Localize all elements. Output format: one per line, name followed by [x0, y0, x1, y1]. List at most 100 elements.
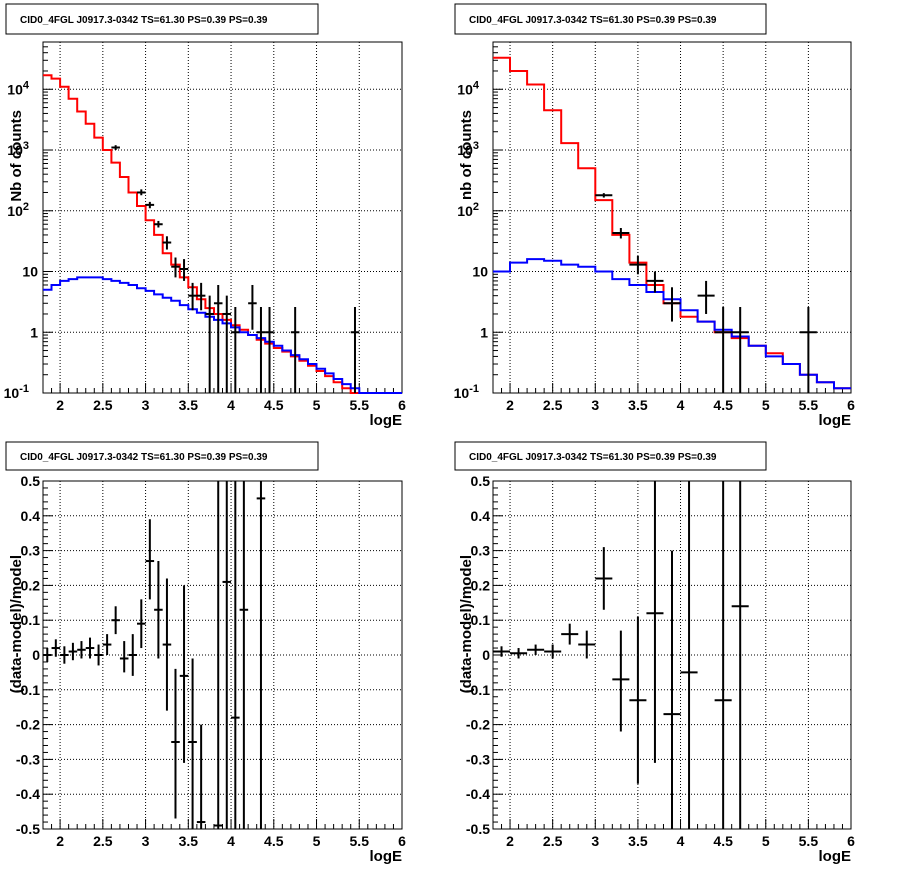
y-axis-title: nb of counts: [458, 110, 475, 200]
chart-title: CID0_4FGL J0917.3-0342 TS=61.30 PS=0.39 …: [20, 15, 268, 26]
y-axis-title: (data-model)/model: [8, 555, 25, 693]
data-point: [102, 634, 112, 655]
title-box: [454, 3, 767, 35]
y-axis-title: (data-model)/model: [458, 555, 475, 693]
y-tick-label: -0.3: [466, 751, 490, 767]
y-tick-label: 0.3: [21, 543, 41, 559]
y-tick-label: 103: [7, 140, 29, 158]
data-point: [162, 236, 172, 250]
x-tick-label: 6: [398, 397, 406, 413]
data-point: [77, 641, 86, 659]
data-point: [510, 648, 528, 659]
x-tick-label: 4: [227, 397, 235, 413]
x-tick-label: 4.5: [713, 833, 733, 849]
data-point: [196, 282, 206, 311]
y-tick-label: -0.5: [16, 821, 40, 837]
data-point: [544, 644, 562, 659]
data-point: [646, 481, 664, 763]
data-point: [188, 658, 197, 829]
data-point: [561, 623, 579, 645]
plot-frame: [492, 41, 852, 394]
y-tick-label: 1: [30, 324, 38, 340]
data-point: [145, 519, 155, 600]
panel-top-left: CID0_4FGL J0917.3-0342 TS=61.30 PS=0.39 …: [4, 3, 406, 429]
y-tick-label: -0.4: [16, 786, 40, 802]
data-point: [578, 630, 596, 659]
data-point: [145, 201, 155, 209]
y-tick-label: -0.3: [16, 751, 40, 767]
data-point: [111, 145, 120, 151]
x-axis-title: logE: [819, 848, 852, 865]
y-tick-label: 0: [482, 647, 490, 663]
x-tick-label: 5: [762, 397, 770, 413]
data-point: [265, 307, 274, 393]
data-point: [493, 646, 511, 657]
x-tick-label: 3.5: [179, 397, 199, 413]
x-tick-label: 3: [591, 833, 599, 849]
x-tick-label: 5.5: [799, 397, 819, 413]
data-point: [188, 282, 197, 311]
data-point: [527, 644, 545, 655]
data-point: [111, 606, 120, 635]
data-point: [290, 307, 300, 393]
data-point: [171, 668, 180, 819]
data-point: [239, 481, 249, 829]
x-tick-label: 5.5: [350, 397, 370, 413]
data-point: [85, 637, 95, 659]
title-box: [5, 3, 319, 35]
data-point: [128, 634, 138, 676]
title-box: [454, 441, 767, 471]
y-tick-label: 103: [457, 140, 479, 158]
data-point: [350, 307, 360, 393]
y-axis-title: Nb of counts: [8, 110, 25, 202]
data-point: [595, 193, 613, 198]
y-tick-label: -0.4: [466, 786, 490, 802]
y-tick-label: -0.5: [466, 821, 490, 837]
y-tick-label: 0.5: [471, 473, 491, 489]
data-point: [680, 481, 698, 829]
panel-bottom-left: CID0_4FGL J0917.3-0342 TS=61.30 PS=0.39 …: [5, 441, 406, 865]
x-tick-label: 2: [506, 833, 514, 849]
x-tick-label: 2: [56, 397, 64, 413]
y-tick-label: 102: [457, 201, 479, 219]
y-tick-label: 0.4: [21, 508, 41, 524]
x-axis-title: logE: [370, 848, 403, 865]
y-tick-label: 0.2: [21, 577, 41, 593]
y-tick-label: -0.1: [466, 682, 490, 698]
chart-title: CID0_4FGL J0917.3-0342 TS=61.30 PS=0.39 …: [20, 452, 268, 463]
x-tick-label: 2: [506, 397, 514, 413]
x-tick-label: 3.5: [628, 833, 648, 849]
y-tick-label: 10: [22, 264, 38, 280]
y-tick-label: 0.2: [471, 577, 491, 593]
x-tick-label: 5.5: [799, 833, 819, 849]
x-tick-label: 4.5: [264, 397, 284, 413]
data-point: [714, 307, 732, 393]
x-tick-label: 6: [847, 397, 855, 413]
data-point: [171, 257, 180, 278]
y-tick-label: 0.1: [471, 612, 491, 628]
data-point: [213, 284, 223, 393]
data-point: [731, 481, 749, 829]
y-tick-label: -0.2: [466, 717, 490, 733]
x-tick-label: 4: [227, 833, 235, 849]
data-point: [256, 307, 266, 393]
y-tick-label: 0.4: [471, 508, 491, 524]
data-point: [697, 280, 715, 314]
x-tick-label: 2.5: [543, 397, 563, 413]
data-point: [179, 259, 189, 281]
data-point: [68, 642, 78, 661]
data-point: [94, 644, 103, 666]
x-tick-label: 6: [847, 833, 855, 849]
y-tick-label: 1: [480, 324, 488, 340]
x-tick-label: 3: [142, 397, 150, 413]
x-tick-label: 5: [313, 833, 321, 849]
data-point: [179, 585, 189, 763]
y-tick-label: 10: [472, 264, 488, 280]
data-point: [231, 307, 240, 393]
data-point: [213, 481, 223, 829]
data-point: [714, 481, 732, 829]
x-tick-label: 5: [313, 397, 321, 413]
data-point: [256, 481, 266, 829]
data-point: [731, 307, 749, 393]
data-point: [196, 724, 206, 829]
